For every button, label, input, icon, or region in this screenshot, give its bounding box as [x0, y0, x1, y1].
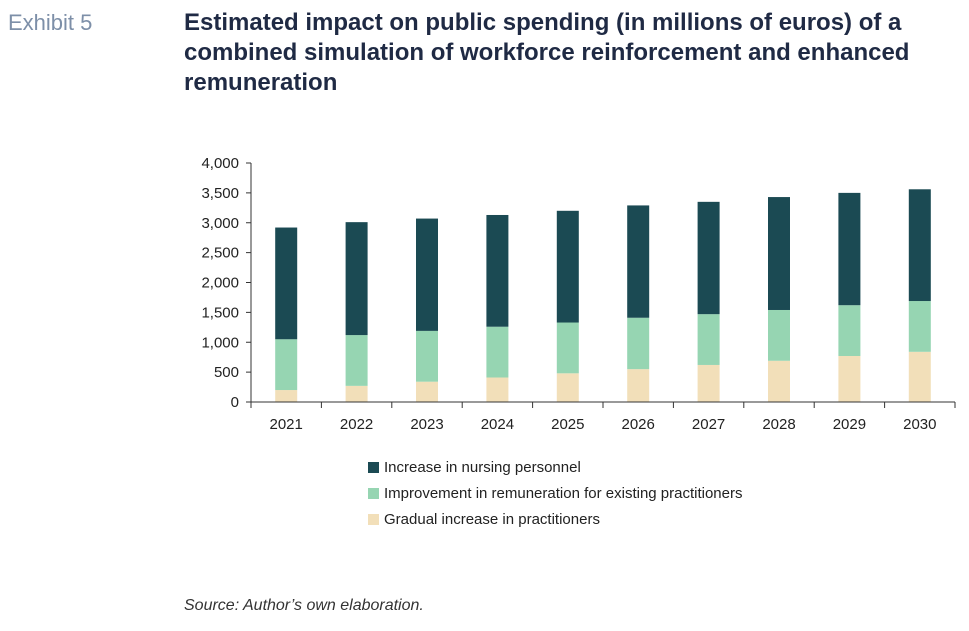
y-tick-label: 500 — [214, 364, 239, 381]
bar-segment — [556, 373, 579, 402]
bar-segment — [627, 317, 650, 370]
x-tick-label: 2023 — [410, 416, 443, 433]
bar-segment — [697, 201, 720, 315]
bar-segment — [908, 351, 931, 402]
legend-item: Gradual increase in practitioners — [368, 506, 743, 532]
bar-segment — [838, 355, 861, 402]
y-tick-label: 2,000 — [201, 275, 239, 292]
y-tick-label: 1,000 — [201, 334, 239, 351]
bar-segment — [486, 326, 509, 378]
bar-segment — [275, 339, 298, 391]
bar-segment — [486, 214, 509, 327]
x-axis: 2021 2022 2023 2024 2025 2026 2027 2028 2029 2030 — [250, 401, 956, 433]
legend-label: Improvement in remuneration for existing… — [384, 484, 743, 502]
bar-segment — [416, 218, 438, 331]
bar-segment — [275, 390, 298, 402]
bar-segment — [697, 364, 720, 402]
bar-segment — [345, 385, 368, 402]
bar-segment — [908, 189, 931, 302]
legend-swatch — [368, 513, 379, 525]
bar-segment — [768, 197, 790, 310]
y-tick-label: 1,500 — [201, 304, 239, 321]
bar-segment — [768, 309, 790, 361]
x-tick-label: 2027 — [692, 416, 725, 433]
legend-item: Increase in nursing personnel — [368, 454, 743, 480]
x-tick-label: 2025 — [551, 416, 584, 433]
legend: Increase in nursing personnel Improvement… — [368, 454, 743, 532]
bar-segment — [275, 227, 298, 340]
legend-label: Increase in nursing personnel — [384, 458, 581, 476]
bar-segment — [768, 360, 790, 402]
x-tick-label: 2026 — [622, 416, 655, 433]
x-tick-label: 2029 — [833, 416, 866, 433]
bar-segment — [838, 305, 861, 356]
bar-segment — [556, 322, 579, 374]
y-tick-label: 2,500 — [201, 245, 239, 262]
bar-segment — [416, 330, 438, 382]
chart-title: Estimated impact on public spending (in … — [184, 9, 910, 96]
x-tick-label: 2030 — [903, 416, 936, 433]
x-tick-label: 2024 — [481, 416, 514, 433]
source-note: Source: Author’s own elaboration. — [184, 597, 424, 614]
bar-segment — [627, 205, 650, 318]
bars — [275, 189, 931, 402]
bar-segment — [345, 335, 368, 386]
bar-segment — [838, 192, 861, 306]
bar-segment — [416, 381, 438, 402]
bar-segment — [486, 377, 509, 402]
x-tick-label: 2021 — [270, 416, 303, 433]
legend-label: Gradual increase in practitioners — [384, 510, 600, 528]
x-tick-label: 2028 — [762, 416, 795, 433]
exhibit-label: Exhibit 5 — [8, 10, 93, 35]
y-tick-label: 4,000 — [201, 155, 239, 172]
y-tick-label: 3,000 — [201, 215, 239, 232]
bar-segment — [697, 314, 720, 365]
y-tick-label: 0 — [231, 394, 239, 411]
y-axis: 0 500 1,000 1,500 2,000 2,500 3,000 3,500 4,000 — [201, 155, 252, 411]
legend-item: Improvement in remuneration for existing… — [368, 480, 743, 506]
x-tick-label: 2022 — [340, 416, 373, 433]
y-tick-label: 3,500 — [201, 185, 239, 202]
bar-segment — [627, 369, 650, 402]
bar-segment — [345, 222, 368, 336]
legend-swatch — [368, 487, 379, 499]
legend-swatch — [368, 461, 379, 473]
bar-segment — [556, 210, 579, 323]
bar-segment — [908, 301, 931, 352]
